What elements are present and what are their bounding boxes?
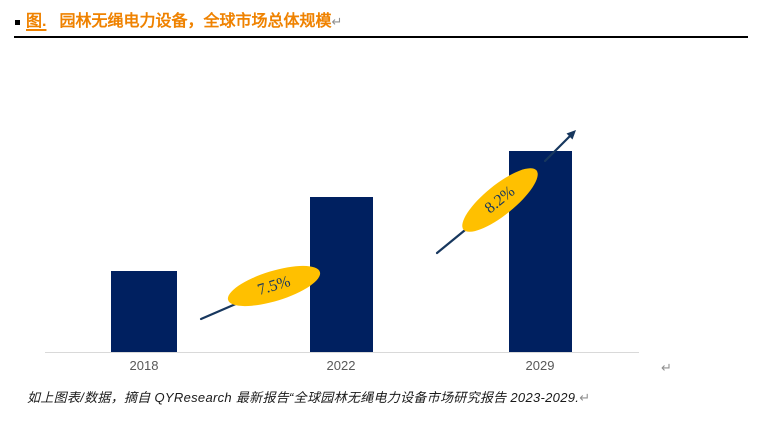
figure-heading: 图. 园林无绳电力设备，全球市场总体规模↵ — [26, 11, 342, 33]
return-mark-icon: ↵ — [331, 14, 343, 29]
callout-leader-line-1 — [199, 301, 240, 321]
caption-text: 如上图表/数据，摘自 QYResearch 最新报告“全球园林无绳电力设备市场研… — [27, 390, 580, 405]
bar-2029 — [509, 151, 572, 352]
figure-label: 图. — [26, 13, 47, 30]
trend-arrow-head-icon — [566, 130, 576, 140]
x-axis-line — [45, 352, 639, 353]
return-mark-icon: ↵ — [579, 390, 591, 405]
x-tick-label-2029: 2029 — [525, 358, 555, 373]
bar-2018 — [111, 271, 177, 352]
square-bullet-icon — [15, 20, 20, 25]
callout-leader-line-2 — [435, 224, 472, 255]
source-caption: 如上图表/数据，摘自 QYResearch 最新报告“全球园林无绳电力设备市场研… — [27, 387, 590, 406]
x-tick-label-2018: 2018 — [129, 358, 159, 373]
figure-title: 园林无绳电力设备，全球市场总体规模 — [59, 13, 332, 30]
bar-2022 — [310, 197, 373, 352]
return-mark-icon: ↵ — [661, 360, 672, 375]
heading-underline-rule — [14, 36, 748, 38]
growth-rate-label-1: 7.5% — [256, 273, 293, 299]
x-tick-label-2022: 2022 — [326, 358, 356, 373]
